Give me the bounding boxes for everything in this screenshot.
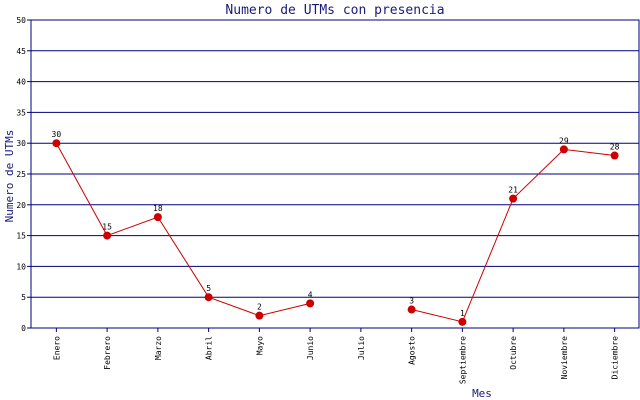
x-axis-title: Mes <box>472 387 492 400</box>
data-labels: 30 15 18 5 2 4 3 1 21 29 28 <box>52 130 620 318</box>
data-point <box>559 145 568 154</box>
y-tick-label: 20 <box>16 201 26 210</box>
x-tick-label: Diciembre <box>611 336 620 380</box>
data-label: 21 <box>508 186 518 195</box>
x-tick-label: Septiembre <box>458 336 467 384</box>
data-point <box>458 317 467 326</box>
y-tick-label: 40 <box>16 78 26 87</box>
data-label: 1 <box>460 309 465 318</box>
x-tick-label: Junio <box>306 336 315 360</box>
data-point <box>103 231 112 240</box>
data-label: 30 <box>52 130 62 139</box>
data-point <box>509 194 518 203</box>
x-tick-label: Mayo <box>255 336 264 355</box>
data-point <box>204 293 213 302</box>
y-tick-label: 50 <box>16 16 26 25</box>
x-tick-label: Agosto <box>408 336 417 365</box>
data-point <box>407 305 416 314</box>
data-point <box>255 311 264 320</box>
x-axis-ticks: Enero Febrero Marzo Abril Mayo Junio Julio Agos… <box>52 328 620 384</box>
data-label: 4 <box>308 290 313 299</box>
data-point <box>153 213 162 222</box>
y-tick-label: 15 <box>16 232 26 241</box>
series-markers <box>52 139 619 326</box>
data-label: 15 <box>102 223 112 232</box>
y-tick-label: 25 <box>16 170 26 179</box>
data-point <box>306 299 315 308</box>
x-tick-label: Octubre <box>509 336 518 370</box>
y-tick-label: 30 <box>16 139 26 148</box>
grid-lines <box>31 50 639 298</box>
y-tick-label: 5 <box>21 293 26 302</box>
y-tick-label: 35 <box>16 108 26 117</box>
data-label: 2 <box>257 303 262 312</box>
data-label: 29 <box>559 136 569 145</box>
data-label: 5 <box>206 284 211 293</box>
series-line <box>55 142 615 323</box>
x-tick-label: Enero <box>52 336 61 360</box>
y-axis-ticks: 0 5 10 15 20 25 30 35 40 45 50 <box>16 16 31 333</box>
x-tick-label: Febrero <box>103 336 112 370</box>
y-tick-label: 45 <box>16 47 26 56</box>
data-point <box>610 151 619 160</box>
data-label: 28 <box>610 143 620 152</box>
y-axis-title: Numero de UTMs <box>3 130 16 223</box>
y-tick-label: 10 <box>16 262 26 271</box>
data-point <box>52 139 61 148</box>
x-tick-label: Abril <box>205 336 214 360</box>
series-line-segment <box>55 142 311 317</box>
x-tick-label: Noviembre <box>560 336 569 380</box>
y-tick-label: 0 <box>21 324 26 333</box>
x-tick-label: Marzo <box>154 336 163 360</box>
data-label: 3 <box>409 297 414 306</box>
x-tick-label: Julio <box>357 336 366 360</box>
chart-title: Numero de UTMs con presencia <box>225 3 444 18</box>
data-label: 18 <box>153 204 163 213</box>
